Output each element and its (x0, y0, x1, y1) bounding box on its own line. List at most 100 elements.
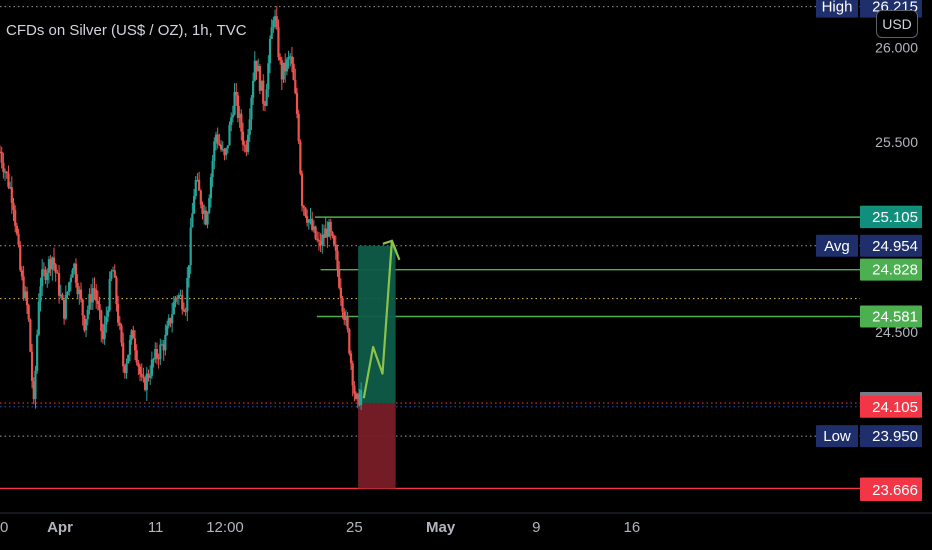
candle-body (206, 212, 209, 225)
price-tag-low: Low (823, 428, 851, 445)
candle-body (12, 202, 15, 211)
candle-body (93, 288, 96, 290)
candle-body (211, 160, 214, 178)
candle-body (218, 143, 221, 145)
candle-body (68, 282, 71, 292)
candle-body (25, 291, 29, 306)
candle-body (306, 216, 309, 223)
chart-title: CFDs on Silver (US$ / OZ), 1h, TVC (6, 22, 247, 39)
price-label-box (860, 395, 922, 418)
candle-body (270, 27, 273, 39)
candle-body (248, 119, 251, 135)
candle-body (66, 291, 69, 295)
candle-body (299, 141, 302, 174)
candle-body (300, 173, 304, 206)
price-tick-label: 25.500 (875, 134, 918, 150)
candle-body (24, 291, 27, 299)
candle-body (132, 330, 135, 339)
candle-body (79, 289, 83, 300)
candle-body (64, 294, 67, 319)
candle-body (198, 179, 201, 191)
candle-body (203, 210, 206, 214)
candle-body (189, 227, 192, 266)
candle-body (238, 113, 241, 118)
candle-body (226, 145, 229, 149)
candle-body (46, 272, 49, 281)
candle-body (253, 60, 256, 81)
candle-body (10, 187, 13, 203)
candle-body (199, 190, 202, 205)
candle-body (285, 59, 288, 72)
candle-body (108, 278, 111, 311)
candle-body (356, 393, 359, 399)
candle-body (314, 226, 317, 239)
price-tag-box (816, 0, 858, 18)
candle-body (27, 305, 30, 320)
candle-body (272, 20, 275, 28)
candle-body (96, 300, 99, 305)
candle-body (71, 269, 74, 278)
candle-body (191, 213, 194, 228)
candle-body (86, 309, 89, 320)
candle-body (181, 295, 184, 310)
time-tick-label: 9 (532, 519, 540, 536)
candle-body (265, 89, 268, 106)
candle-body (241, 131, 245, 145)
price-label-24.105: 24.105 (872, 399, 918, 416)
candle-body (353, 385, 356, 394)
candle-body (100, 310, 103, 332)
candle-body (322, 234, 326, 238)
candle-body (196, 179, 199, 181)
candle-body (120, 325, 123, 343)
loss-zone (358, 402, 396, 489)
candle-body (344, 315, 348, 321)
candle-body (5, 171, 8, 174)
candle-body (216, 134, 219, 144)
candle-body (133, 338, 137, 351)
price-label-23.950: 23.950 (872, 428, 918, 445)
candle-body (243, 144, 246, 146)
candle-body (76, 282, 79, 295)
candle-body (157, 358, 160, 360)
price-tick-label: 24.500 (875, 324, 918, 340)
candle-body (56, 272, 59, 274)
candle-body (142, 376, 145, 378)
candle-body (59, 294, 62, 296)
candle-body (122, 342, 125, 367)
candle-body (118, 322, 121, 326)
candle-body (292, 63, 295, 80)
candle-body (29, 319, 32, 352)
price-label-box (860, 305, 922, 328)
currency-button[interactable]: USD (876, 10, 918, 38)
candle-body (334, 244, 337, 251)
candle-body (91, 288, 94, 303)
candle-body (343, 311, 346, 321)
time-tick-label: 12:00 (206, 519, 244, 536)
candle-body (95, 289, 98, 301)
candle-body (90, 294, 93, 303)
candle-body (316, 238, 319, 241)
candle-body (187, 265, 191, 278)
candle-body (162, 344, 165, 351)
candle-body (311, 218, 314, 230)
candle-body (309, 218, 312, 220)
candle-body (268, 38, 272, 64)
candle-body (245, 145, 248, 152)
time-tick-label: 25 (346, 519, 363, 536)
candle-body (204, 210, 207, 225)
candle-body (346, 315, 349, 330)
candle-body (84, 319, 88, 331)
candle-body (125, 363, 128, 374)
candle-body (258, 66, 261, 91)
candle-body (7, 173, 10, 188)
candle-body (103, 324, 106, 340)
candle-body (15, 225, 18, 234)
price-tag-box (816, 234, 858, 257)
candle-body (231, 114, 234, 118)
candle-body (351, 363, 354, 386)
candle-body (42, 269, 45, 271)
candle-body (304, 207, 307, 217)
candle-body (160, 344, 164, 346)
